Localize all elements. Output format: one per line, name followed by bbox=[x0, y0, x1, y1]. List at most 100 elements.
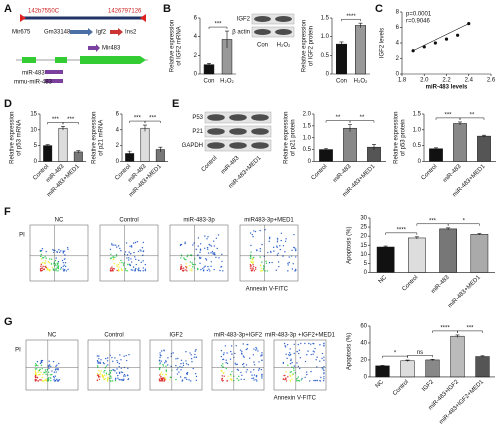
dot bbox=[117, 264, 120, 266]
dot bbox=[285, 238, 287, 240]
dot bbox=[184, 242, 186, 245]
dot bbox=[276, 254, 279, 256]
dot bbox=[169, 379, 171, 381]
dot bbox=[170, 376, 172, 379]
x-tick-label: miR-483+MED1 bbox=[447, 274, 482, 309]
dot bbox=[48, 367, 50, 370]
dot bbox=[250, 371, 252, 373]
bar bbox=[425, 359, 440, 378]
dot bbox=[231, 379, 233, 381]
plot-frame bbox=[29, 224, 89, 282]
dot bbox=[284, 240, 287, 242]
dot bbox=[314, 379, 317, 382]
dot bbox=[236, 363, 239, 365]
dot bbox=[46, 368, 48, 371]
dot bbox=[55, 365, 57, 368]
dot bbox=[276, 246, 278, 249]
dot bbox=[43, 262, 46, 264]
dot bbox=[117, 268, 120, 271]
dot bbox=[135, 263, 137, 266]
dot bbox=[51, 373, 53, 376]
dot bbox=[122, 263, 125, 265]
dot bbox=[260, 368, 263, 371]
dot bbox=[209, 270, 211, 272]
y-tick-label: 8 bbox=[396, 10, 400, 16]
y-tick-label: 25 bbox=[360, 225, 367, 231]
dot bbox=[170, 355, 172, 357]
dot bbox=[257, 369, 260, 371]
dot bbox=[165, 365, 167, 367]
dot bbox=[54, 375, 57, 377]
dot bbox=[114, 378, 117, 380]
bar bbox=[319, 149, 333, 162]
fit-line bbox=[412, 23, 469, 52]
gene-label: Ins2 bbox=[125, 30, 137, 36]
dot bbox=[45, 373, 47, 375]
dot bbox=[220, 265, 223, 268]
dot bbox=[185, 269, 187, 271]
dot bbox=[112, 368, 114, 371]
dot bbox=[307, 350, 309, 352]
dot bbox=[225, 367, 228, 370]
dot bbox=[125, 354, 127, 357]
dot bbox=[142, 250, 144, 253]
dot bbox=[198, 256, 201, 259]
dot bbox=[34, 374, 37, 377]
y-tick-label: 0 bbox=[364, 270, 368, 276]
dot bbox=[41, 269, 44, 271]
dot bbox=[249, 264, 252, 266]
band bbox=[254, 16, 271, 22]
dot bbox=[102, 376, 104, 379]
dots bbox=[109, 241, 147, 272]
dot bbox=[124, 375, 126, 377]
dot bbox=[197, 237, 200, 239]
y-tick-label: 6 bbox=[116, 112, 120, 118]
error-bar bbox=[480, 355, 485, 358]
dot bbox=[251, 377, 253, 380]
dot bbox=[206, 238, 208, 240]
dot bbox=[144, 268, 147, 270]
dot bbox=[206, 248, 209, 250]
dot bbox=[313, 351, 316, 353]
band bbox=[254, 29, 271, 35]
dot bbox=[97, 362, 99, 364]
dot bbox=[185, 258, 187, 261]
bar bbox=[73, 151, 83, 162]
dot bbox=[160, 377, 162, 379]
dot bbox=[195, 375, 198, 378]
dot bbox=[115, 244, 117, 246]
dot bbox=[202, 267, 204, 270]
dot bbox=[213, 253, 215, 255]
dot bbox=[132, 269, 134, 271]
dot bbox=[44, 371, 46, 373]
band bbox=[229, 114, 247, 121]
dot bbox=[134, 270, 136, 272]
dot bbox=[130, 245, 133, 247]
dot bbox=[123, 355, 125, 358]
marker bbox=[20, 14, 26, 22]
dot bbox=[58, 379, 61, 381]
gene-arrow bbox=[88, 44, 100, 52]
error-bar bbox=[45, 144, 50, 147]
dot bbox=[127, 378, 129, 381]
band-label: P21 bbox=[192, 129, 203, 135]
dot bbox=[38, 369, 41, 372]
dot bbox=[304, 360, 307, 363]
dot bbox=[165, 378, 167, 380]
dot bbox=[56, 364, 58, 366]
dot bbox=[50, 377, 52, 379]
dot bbox=[212, 253, 214, 255]
dot bbox=[288, 256, 290, 258]
dot bbox=[282, 245, 285, 247]
dot bbox=[139, 270, 142, 272]
dot bbox=[241, 352, 243, 354]
dot bbox=[105, 374, 108, 376]
dot bbox=[40, 361, 43, 363]
dot bbox=[210, 261, 212, 263]
plot-label: miR-483-3p +IGF2+MED1 bbox=[265, 333, 336, 339]
dot bbox=[102, 362, 105, 364]
dot bbox=[118, 365, 120, 368]
dot bbox=[56, 250, 58, 253]
dot bbox=[298, 367, 301, 370]
dot bbox=[226, 352, 228, 354]
